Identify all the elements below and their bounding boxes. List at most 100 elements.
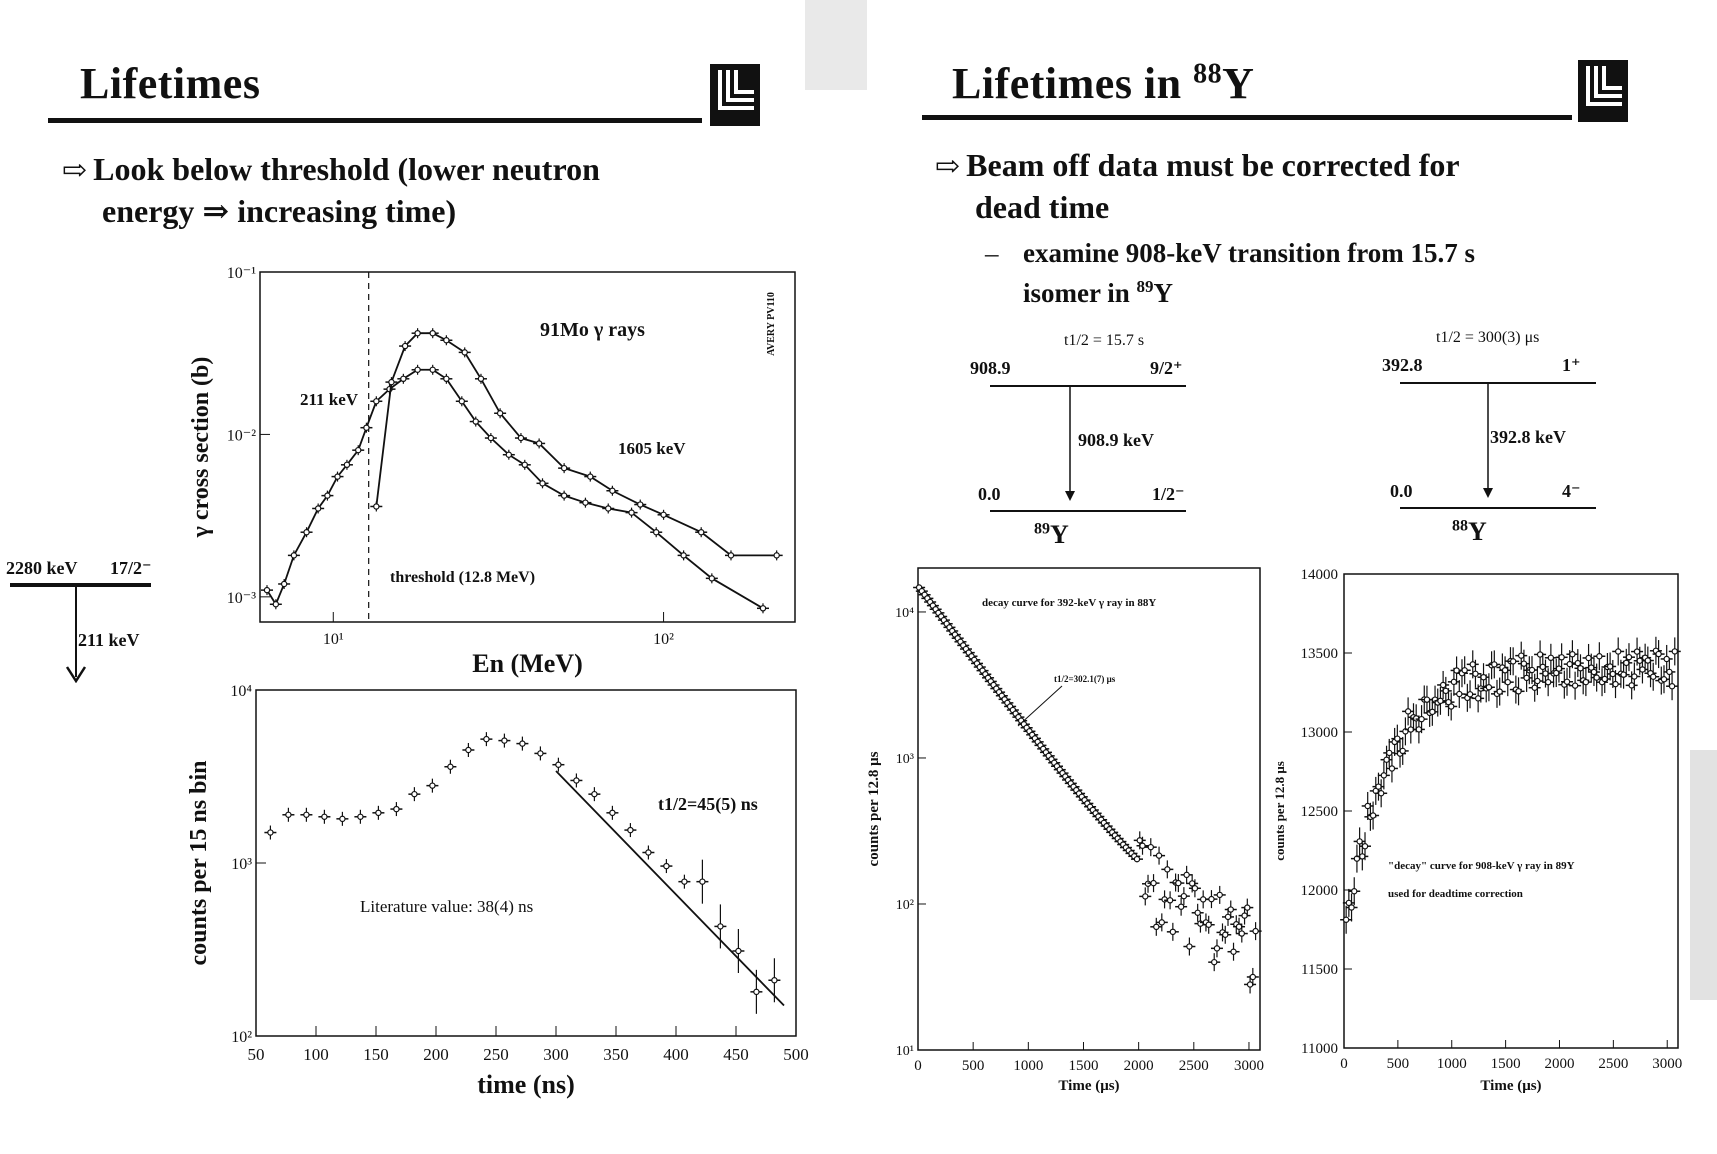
chart2-point: [447, 763, 454, 770]
chart2-fit-line: [555, 770, 785, 1007]
chart2-frame: [255, 689, 797, 1037]
chart2-point: [627, 826, 634, 834]
chart3-frame: [917, 567, 1261, 1051]
chart2-point: [717, 923, 724, 930]
right-title-elem: Y: [1222, 59, 1255, 108]
chart1-series-0-point: [263, 586, 271, 594]
chart4-point: [1601, 675, 1608, 683]
right-title-mass: 88: [1193, 58, 1223, 90]
chart4-point: [1531, 684, 1538, 691]
cross-section-chart: 10⁻¹ 10⁻² 10⁻³ 10¹ 10² 91Mo γ rays 211 keV 1605…: [188, 265, 796, 678]
chart4-point: [1415, 726, 1423, 733]
chart3-xlabel: Time (μs): [1058, 1078, 1119, 1094]
chart4-point: [1563, 678, 1571, 685]
chart3-point: [1164, 866, 1171, 873]
chart3-point: [1235, 923, 1243, 930]
chart3-point: [1183, 871, 1190, 879]
chart1-series-0-point: [355, 446, 362, 454]
right-bullet-line2: dead time: [975, 189, 1110, 225]
sub-dash: –: [985, 238, 999, 268]
chart2-xtick-label: 350: [603, 1045, 629, 1064]
right-title-rule: [922, 115, 1572, 120]
chart1-series-0-point: [429, 366, 436, 373]
chart4-point: [1628, 682, 1635, 689]
chart1-series-0-point: [605, 505, 612, 512]
chart1-title: 91Mo γ rays: [540, 319, 645, 341]
chart4-point: [1448, 703, 1455, 710]
chart4-point: [1418, 715, 1425, 723]
chart4-point: [1351, 888, 1358, 895]
chart3-point: [1177, 903, 1185, 910]
chart1-series-1-point: [637, 501, 644, 508]
chart3-annot-arrow: [1017, 685, 1063, 727]
chart4-xtick-label: 3000: [1652, 1056, 1682, 1072]
chart3-xtick-label: 2500: [1179, 1058, 1209, 1074]
chart2-xtick-label: 450: [723, 1045, 749, 1064]
chart4-point: [1407, 726, 1414, 733]
chart4-point: [1423, 696, 1431, 703]
chart4-point: [1555, 665, 1563, 672]
chart1-series-1-point: [429, 329, 436, 337]
chart1-series-0-point: [539, 480, 546, 487]
chart4-point: [1528, 666, 1536, 674]
scheme89-upper-line: [990, 385, 1186, 387]
chart2-xtick-label: 250: [483, 1045, 509, 1064]
chart2-point: [519, 740, 526, 747]
scan-artifact-edge: [1690, 750, 1717, 1000]
chart4-point: [1609, 670, 1617, 678]
chart2-ytick-label: 10⁴: [230, 683, 252, 700]
chart4-point: [1356, 838, 1363, 845]
chart1-series-0-point: [680, 552, 687, 559]
chart1-series-0-point: [759, 605, 767, 612]
chart1-series-1-point: [517, 434, 525, 442]
chart1-ytick-label: 10⁻²: [227, 427, 256, 444]
right-title-main: Lifetimes in: [952, 59, 1194, 108]
chart4-point: [1631, 673, 1638, 680]
chart3-point: [1227, 906, 1234, 913]
chart4-xtick-label: 500: [1387, 1056, 1410, 1072]
chart4-point: [1668, 683, 1676, 690]
chart3-point: [1199, 896, 1207, 903]
chart2-point: [321, 813, 328, 820]
chart3-point: [1161, 896, 1168, 903]
chart4-point: [1577, 665, 1584, 672]
chart4-point: [1461, 667, 1468, 674]
chart1-series-0-point: [521, 461, 528, 469]
chart4-point: [1596, 653, 1603, 660]
left-title-rule: [48, 118, 702, 123]
chart4-point: [1386, 749, 1393, 757]
chart2-xtick-label: 200: [423, 1045, 449, 1064]
chart1-series-0-point: [303, 529, 310, 536]
transition-label: 211 keV: [78, 630, 140, 650]
scheme89-arrow-icon: [1065, 387, 1075, 501]
chart4-point: [1456, 690, 1463, 698]
scheme-88y: t1/2 = 300(3) μs 392.8 1⁺ 392.8 keV 0.0 …: [1380, 327, 1620, 547]
chart2-point: [483, 735, 490, 743]
scheme89-elem: Y: [1050, 520, 1069, 549]
chart4-xtick-label: 1500: [1491, 1056, 1521, 1072]
chart3-point: [1180, 892, 1188, 900]
bullet-arrow-icon: ⇨: [62, 154, 88, 187]
chart1-series-0-point: [458, 398, 466, 405]
transition-arrow-icon: [65, 587, 87, 683]
chart1-series-0-point: [653, 529, 660, 536]
chart1-series-0-point: [272, 601, 280, 608]
chart2-annot-literature: Literature value: 38(4) ns: [360, 897, 533, 916]
chart4-point: [1660, 676, 1668, 683]
chart1-series-0-point: [334, 473, 341, 480]
chart1-series-1-point: [773, 552, 780, 559]
scheme88-upper-spin: 1⁺: [1562, 355, 1581, 375]
sub-line1: examine 908-keV transition from 15.7 s: [1023, 238, 1475, 268]
chart4-point: [1509, 658, 1517, 665]
chart2-point: [771, 977, 778, 984]
chart4-point: [1472, 670, 1479, 677]
chart3-point: [1133, 855, 1141, 863]
chart3-point: [1136, 837, 1143, 844]
chart4-point: [1534, 677, 1541, 685]
chart1-series-0-point: [280, 580, 288, 588]
chart3-point: [1216, 891, 1223, 899]
chart1-series-1-point: [697, 529, 705, 536]
scheme88-transition: 392.8 keV: [1490, 427, 1566, 447]
chart3-ytick-label: 10²: [896, 898, 914, 913]
chart2-point: [609, 809, 616, 817]
